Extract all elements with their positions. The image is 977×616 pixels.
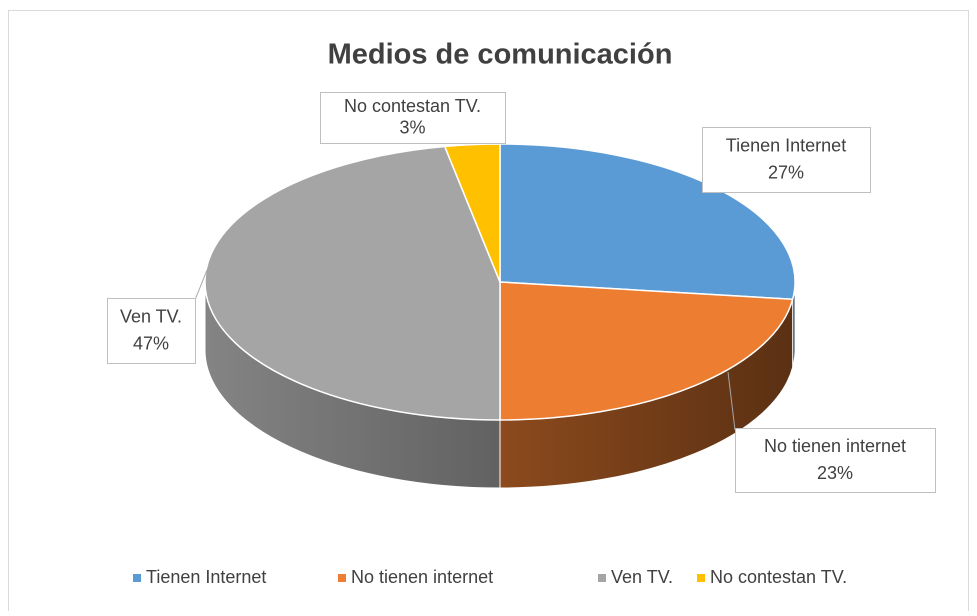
slice <box>499 281 794 421</box>
legend-swatch <box>338 574 346 582</box>
data-label-value: 47% <box>133 334 169 354</box>
legend-label: Ven TV. <box>611 567 673 587</box>
data-label-box <box>735 428 936 493</box>
legend-swatch <box>133 574 141 582</box>
legend-label: Tienen Internet <box>146 567 266 587</box>
legend-label: No tienen internet <box>351 567 493 587</box>
data-label-value: 27% <box>768 163 804 183</box>
legend-swatch <box>697 574 705 582</box>
data-label-name: No tienen internet <box>764 436 906 456</box>
data-label-value: 23% <box>817 463 853 483</box>
data-label-box <box>702 127 871 193</box>
leader-line <box>194 269 208 301</box>
slice <box>204 145 501 421</box>
legend-label: No contestan TV. <box>710 567 847 587</box>
data-label-value: 3% <box>399 117 425 137</box>
legend-swatch <box>598 574 606 582</box>
data-label-box <box>320 92 506 144</box>
data-label-name: Tienen Internet <box>726 135 846 155</box>
leader-line <box>727 371 736 431</box>
data-label-name: No contestan TV. <box>344 96 481 116</box>
data-label-name: Ven TV. <box>120 306 182 326</box>
chart-title: Medios de comunicación <box>328 39 673 71</box>
data-label-box <box>107 298 196 364</box>
